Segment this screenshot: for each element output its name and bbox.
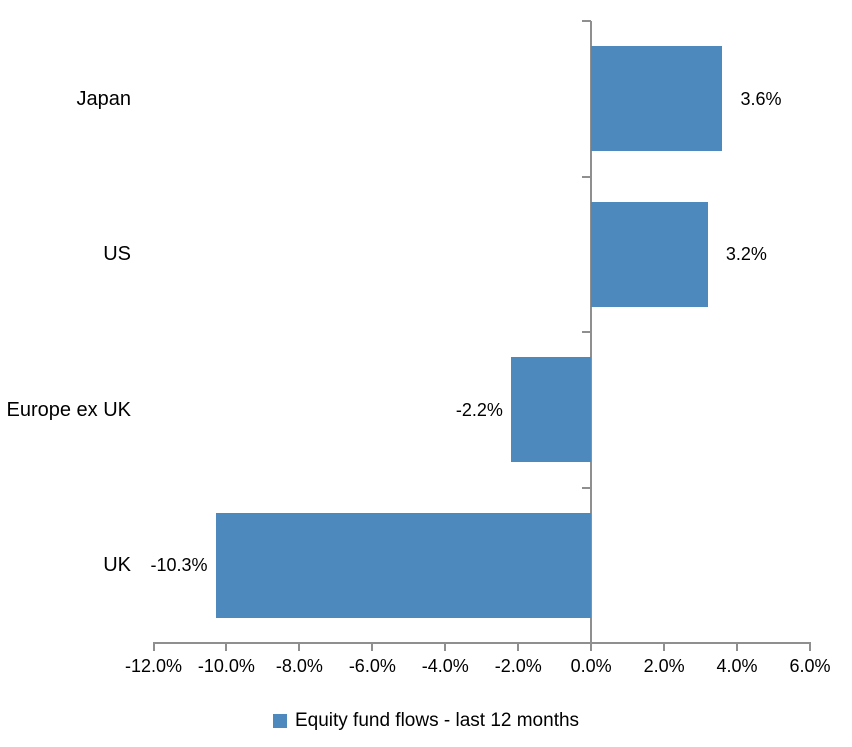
- y-axis-tick: [582, 20, 592, 22]
- x-axis-tick: [590, 642, 593, 651]
- y-axis-tick: [582, 486, 592, 489]
- category-label: US: [103, 243, 131, 266]
- x-axis-tick-label: -8.0%: [275, 656, 323, 676]
- x-axis-tick: [736, 642, 739, 651]
- x-axis-tick-label: -2.0%: [494, 656, 542, 676]
- x-axis-tick: [225, 642, 228, 651]
- y-axis-tick: [582, 175, 592, 178]
- category-label: Japan: [76, 87, 132, 110]
- bar-japan: [591, 46, 723, 152]
- x-axis-tick-label: 6.0%: [789, 656, 831, 676]
- y-axis-tick: [582, 331, 592, 333]
- x-axis-tick-label: 0.0%: [570, 656, 612, 676]
- x-axis-line: [152, 642, 811, 644]
- x-axis-tick: [517, 642, 520, 651]
- x-axis-tick: [152, 642, 155, 651]
- x-axis-tick: [371, 642, 374, 651]
- bar-us: [591, 201, 708, 307]
- x-axis-tick-label: -4.0%: [421, 656, 469, 676]
- legend-label: Equity fund flows - last 12 months: [294, 710, 580, 731]
- legend-swatch-icon: [272, 714, 287, 728]
- bar-value-label: 3.2%: [725, 244, 767, 265]
- x-axis-tick-label: 2.0%: [643, 656, 685, 676]
- y-axis-line: [590, 21, 593, 644]
- x-axis-tick: [809, 642, 811, 651]
- category-label: UK: [103, 554, 131, 577]
- x-axis-tick: [444, 642, 447, 651]
- bar-uk: [215, 512, 592, 618]
- bar-value-label: -2.2%: [455, 399, 503, 420]
- x-axis-tick: [298, 642, 301, 651]
- category-label: Europe ex UK: [6, 398, 131, 421]
- x-axis-tick-label: -10.0%: [197, 656, 255, 676]
- x-axis-tick-label: -6.0%: [348, 656, 396, 676]
- y-axis-tick: [582, 642, 592, 644]
- bar-europe-ex-uk: [510, 357, 592, 463]
- x-axis-tick-label: 4.0%: [716, 656, 758, 676]
- x-axis-tick-label: -12.0%: [124, 656, 183, 676]
- x-axis-tick: [663, 642, 666, 651]
- bar-value-label: -10.3%: [150, 555, 208, 576]
- bar-value-label: 3.6%: [740, 88, 782, 109]
- legend: Equity fund flows - last 12 months: [0, 708, 852, 734]
